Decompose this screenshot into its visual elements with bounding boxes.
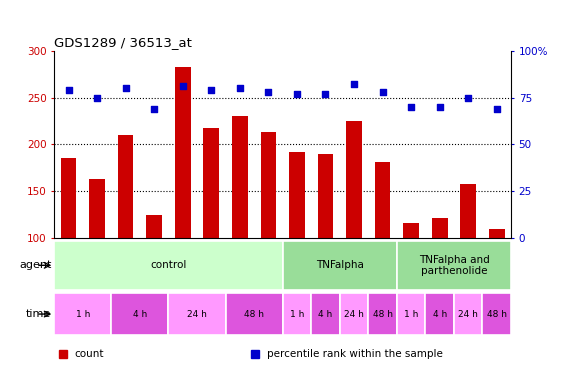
Bar [146,214,162,238]
Point [93,94,102,100]
Bar [317,154,333,238]
Text: 48 h: 48 h [486,310,507,319]
Bar [482,293,511,335]
Bar [397,293,425,335]
Bar [340,293,368,335]
Point [492,106,501,112]
Text: time: time [26,309,51,319]
Bar [289,152,305,238]
Text: agent: agent [19,260,51,270]
Point [378,89,387,95]
Bar [425,293,454,335]
Bar [460,184,476,238]
Bar [432,217,448,238]
Text: 48 h: 48 h [372,310,393,319]
Bar [454,293,482,335]
Point [321,91,330,97]
Text: TNFalpha: TNFalpha [316,260,364,270]
Text: TNFalpha and
parthenolide: TNFalpha and parthenolide [419,255,489,276]
Point [292,91,301,97]
Bar [226,293,283,335]
Bar [375,162,391,238]
Text: 24 h: 24 h [459,310,478,319]
Point [150,106,159,112]
Text: 24 h: 24 h [344,310,364,319]
Bar [111,293,168,335]
Bar [283,293,311,335]
Bar [232,116,248,238]
Text: 4 h: 4 h [433,310,447,319]
Point [235,85,244,91]
Text: 1 h: 1 h [404,310,419,319]
Text: 1 h: 1 h [75,310,90,319]
Text: control: control [150,260,187,270]
Text: GDS1289 / 36513_at: GDS1289 / 36513_at [54,36,192,49]
Bar [54,241,283,290]
Point [64,87,73,93]
Bar [403,223,419,238]
Point [464,94,473,100]
Text: 4 h: 4 h [133,310,147,319]
Bar [203,128,219,238]
Text: percentile rank within the sample: percentile rank within the sample [267,350,443,359]
Bar [260,132,276,238]
Bar [489,229,505,238]
Point [121,85,130,91]
Bar [54,293,111,335]
Bar [61,158,77,238]
Text: 1 h: 1 h [289,310,304,319]
Bar [311,293,340,335]
Text: count: count [75,350,104,359]
Bar [346,121,362,238]
Point [407,104,416,110]
Point [264,89,273,95]
Text: 4 h: 4 h [319,310,332,319]
Point [349,81,359,87]
Bar [168,293,226,335]
Text: 24 h: 24 h [187,310,207,319]
Point [178,83,187,89]
Bar [118,135,134,238]
Bar [175,67,191,238]
Bar [283,241,397,290]
Point [435,104,444,110]
Bar [89,179,105,238]
Text: 48 h: 48 h [244,310,264,319]
Point [207,87,216,93]
Bar [368,293,397,335]
Bar [397,241,511,290]
